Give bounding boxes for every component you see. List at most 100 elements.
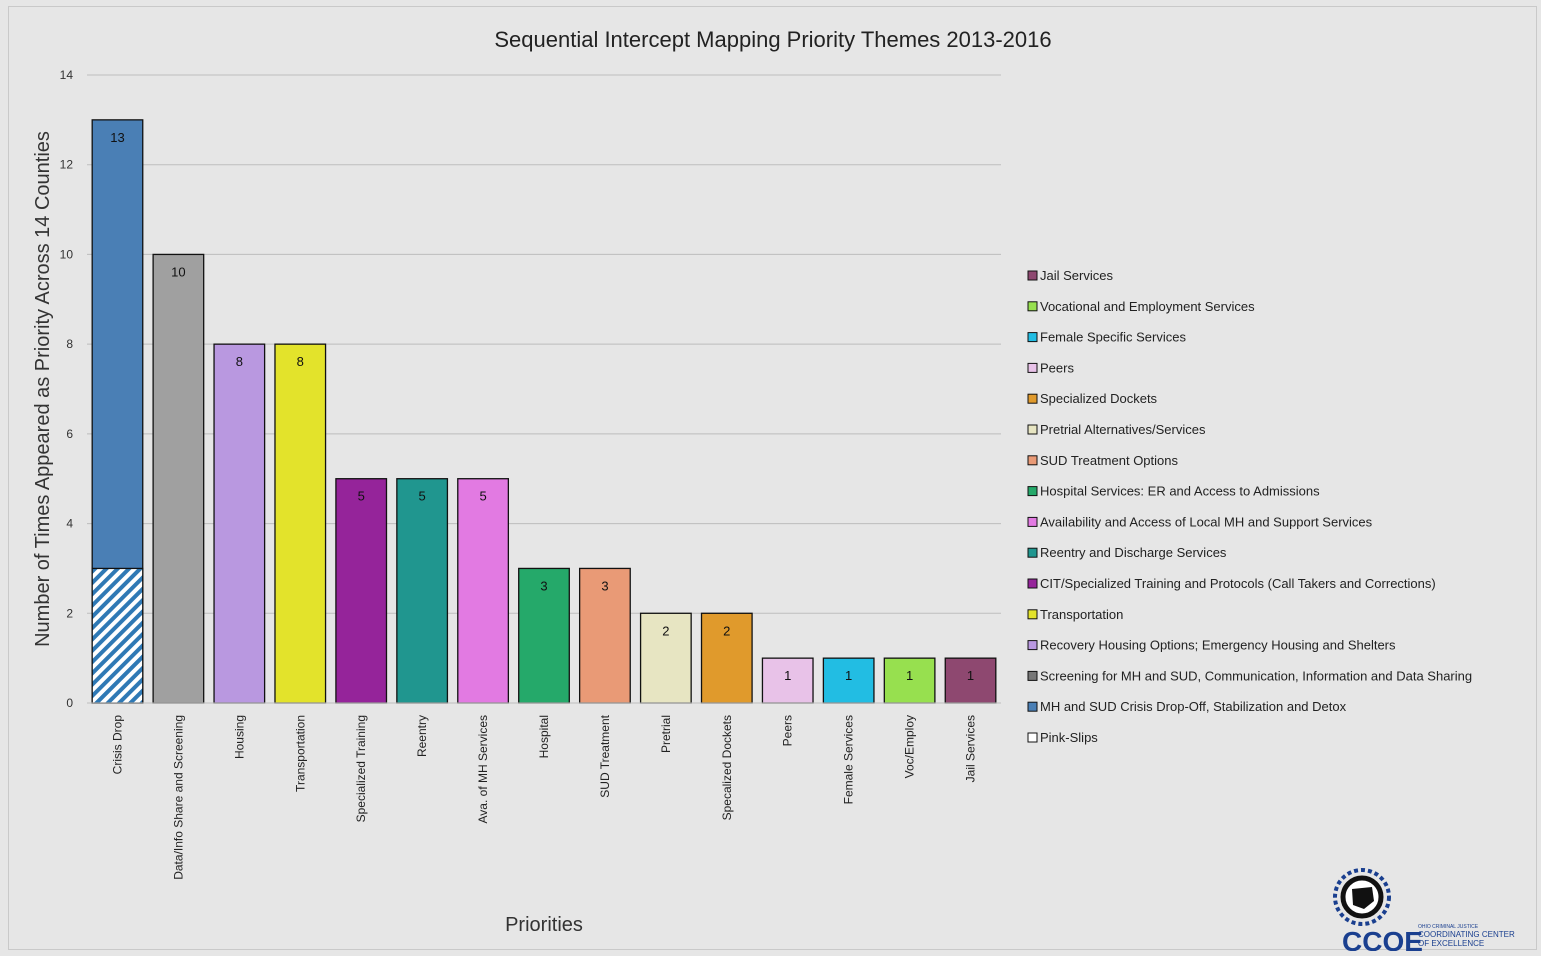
legend-label: Pink-Slips: [1040, 730, 1098, 745]
legend-swatch: [1027, 424, 1038, 435]
x-axis-title: Priorities: [505, 914, 583, 936]
bar-value-label: 3: [601, 578, 608, 593]
x-tick-label: Voc/Employ: [903, 715, 917, 778]
legend-label: Pretrial Alternatives/Services: [1040, 422, 1206, 437]
x-tick-label: Jail Services: [964, 715, 978, 782]
legend-label: Female Specific Services: [1040, 330, 1186, 345]
logo-acronym: CCOE: [1342, 926, 1423, 951]
x-tick-label: Housing: [232, 715, 246, 759]
legend-swatch: [1027, 516, 1038, 527]
bar-value-label: 1: [784, 668, 791, 683]
legend-swatch: [1027, 640, 1038, 651]
bar-value-label: 1: [845, 668, 852, 683]
legend-label: SUD Treatment Options: [1040, 453, 1178, 468]
ccoe-logo: CCOE OHIO CRIMINAL JUSTICE COORDINATING …: [1333, 868, 1515, 956]
bar-value-label: 2: [662, 623, 669, 638]
x-tick-label: Data/Info Share and Screening: [171, 715, 185, 880]
legend-swatch: [1027, 732, 1038, 743]
logo-stars-ring: [1333, 868, 1391, 926]
legend-label: Recovery Housing Options; Emergency Hous…: [1040, 638, 1396, 653]
y-tick-label: 10: [60, 247, 74, 261]
legend-label: Hospital Services: ER and Access to Admi…: [1040, 484, 1320, 499]
legend-swatch: [1027, 332, 1038, 343]
y-tick-label: 2: [66, 606, 73, 620]
x-tick-label: Peers: [781, 715, 795, 746]
y-tick-label: 6: [66, 427, 73, 441]
legend-label: Specialized Dockets: [1040, 391, 1158, 406]
bar-value-labels: 13 10 8 8 5 5 5 3 3 2 2 1 1 1 1: [110, 130, 974, 683]
bar: [822, 657, 875, 704]
x-tick-label: Hospital: [537, 715, 551, 758]
logo-line2: OF EXCELLENCE: [1418, 939, 1484, 948]
bar: [883, 657, 936, 704]
bar-value-label: 8: [297, 354, 304, 369]
bar-pink-slips-segment: [91, 567, 144, 704]
legend-label: Transportation: [1040, 607, 1123, 622]
bar-value-label: 1: [967, 668, 974, 683]
chart-frame: Sequential Intercept Mapping Priority Th…: [8, 6, 1537, 956]
bar-value-label: 5: [419, 489, 426, 504]
logo-ohio-shape-icon: [1352, 887, 1374, 909]
legend-label: Vocational and Employment Services: [1040, 299, 1255, 314]
bar-value-label: 2: [723, 623, 730, 638]
x-tick-label: SUD Treatment: [598, 714, 612, 797]
logo-small-text: OHIO CRIMINAL JUSTICE: [1418, 924, 1479, 930]
legend-label: Reentry and Discharge Services: [1040, 545, 1227, 560]
legend-label: Jail Services: [1040, 268, 1113, 283]
bar: [274, 343, 327, 704]
legend-label: CIT/Specialized Training and Protocols (…: [1040, 576, 1436, 591]
chart-title: Sequential Intercept Mapping Priority Th…: [494, 27, 1051, 52]
legend: Jail Services Vocational and Employment S…: [1027, 268, 1472, 745]
legend-swatch: [1027, 301, 1038, 312]
bar: [396, 478, 449, 704]
legend-swatch: [1027, 670, 1038, 681]
bar: [213, 343, 266, 704]
x-axis-labels: Crisis Drop Data/Info Share and Screening…: [110, 714, 977, 879]
x-tick-label: Reentry: [415, 715, 429, 757]
bar: [578, 567, 631, 704]
bars: [91, 119, 997, 704]
x-tick-label: Ava. of MH Services: [476, 715, 490, 823]
legend-label: Screening for MH and SUD, Communication,…: [1040, 668, 1472, 683]
bar-value-label: 8: [236, 354, 243, 369]
legend-swatch: [1027, 270, 1038, 281]
legend-label: MH and SUD Crisis Drop-Off, Stabilizatio…: [1040, 699, 1347, 714]
x-tick-label: Specialized Training: [354, 715, 368, 822]
y-axis-title: Number of Times Appeared as Priority Acr…: [32, 131, 54, 647]
x-tick-label: Specalized Dockets: [720, 715, 734, 820]
bar: [761, 657, 814, 704]
legend-swatch: [1027, 455, 1038, 466]
legend-label: Peers: [1040, 360, 1074, 375]
logo-line1: COORDINATING CENTER: [1418, 930, 1515, 939]
y-tick-label: 0: [66, 696, 73, 710]
bar: [152, 253, 205, 704]
bar: [457, 478, 510, 704]
bar-value-label: 3: [540, 578, 547, 593]
x-tick-label: Pretrial: [659, 715, 673, 753]
y-tick-label: 8: [66, 337, 73, 351]
legend-swatch: [1027, 393, 1038, 404]
bar-chart: Sequential Intercept Mapping Priority Th…: [32, 27, 1515, 956]
legend-swatch: [1027, 609, 1038, 620]
x-tick-label: Crisis Drop: [110, 715, 124, 775]
bar-value-label: 5: [358, 489, 365, 504]
bar: [639, 612, 692, 704]
bar-value-label: 1: [906, 668, 913, 683]
y-tick-label: 4: [66, 517, 73, 531]
x-tick-label: Transportation: [293, 715, 307, 792]
legend-swatch: [1027, 701, 1038, 712]
y-axis-ticks: 0 2 4 6 8 10 12 14: [60, 68, 74, 710]
bar: [335, 478, 388, 704]
bar-value-label: 10: [171, 264, 185, 279]
bar: [518, 567, 570, 704]
y-tick-label: 12: [60, 158, 74, 172]
bar-value-label: 13: [110, 130, 124, 145]
bar-value-label: 5: [479, 489, 486, 504]
legend-label: Availability and Access of Local MH and …: [1040, 514, 1373, 529]
legend-swatch: [1027, 578, 1038, 589]
legend-swatch: [1027, 362, 1038, 373]
y-tick-label: 14: [60, 68, 74, 82]
legend-swatch: [1027, 547, 1038, 558]
x-tick-label: Female Services: [842, 715, 856, 804]
bar: [700, 612, 753, 704]
